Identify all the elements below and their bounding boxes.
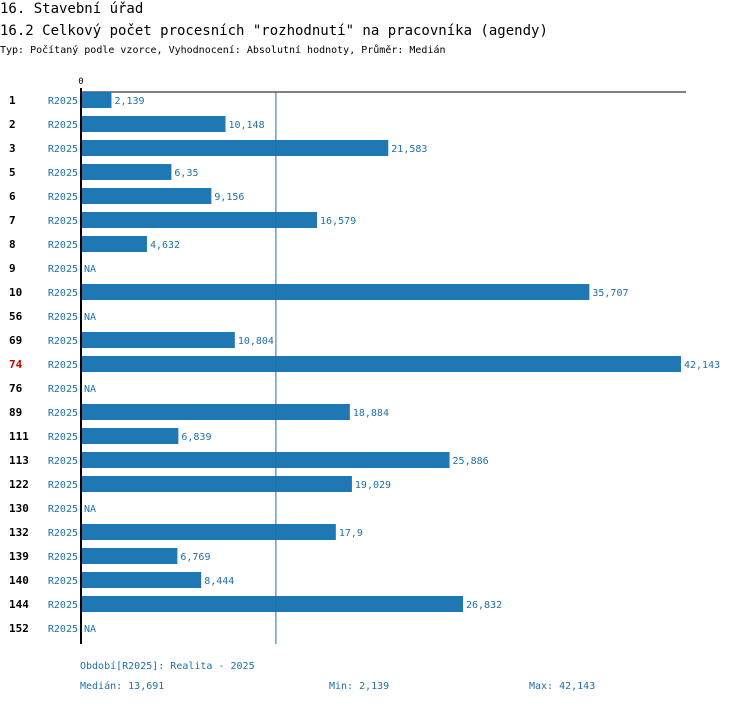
category-label: 9 bbox=[9, 262, 16, 275]
bar bbox=[81, 116, 226, 132]
data-label: 6,839 bbox=[181, 432, 211, 443]
bar bbox=[81, 452, 450, 468]
category-label: 89 bbox=[9, 406, 22, 419]
category-label: 3 bbox=[9, 142, 16, 155]
data-label: NA bbox=[84, 312, 96, 323]
category-label: 56 bbox=[9, 310, 23, 323]
data-label: 9,156 bbox=[214, 192, 244, 203]
data-label: 18,884 bbox=[353, 408, 389, 419]
bar bbox=[81, 356, 681, 372]
series-label: R2025 bbox=[48, 120, 78, 131]
series-label: R2025 bbox=[48, 576, 78, 587]
series-label: R2025 bbox=[48, 360, 78, 371]
data-label: NA bbox=[84, 624, 96, 635]
footer-max: Max: 42,143 bbox=[529, 681, 596, 692]
category-label: 1 bbox=[9, 94, 16, 107]
data-label: 42,143 bbox=[684, 360, 720, 371]
footer-min: Min: 2,139 bbox=[329, 681, 390, 692]
category-label: 139 bbox=[9, 550, 29, 563]
series-label: R2025 bbox=[48, 504, 78, 515]
category-label: 8 bbox=[9, 238, 16, 251]
data-label: 26,832 bbox=[466, 600, 502, 611]
series-label: R2025 bbox=[48, 600, 78, 611]
bar bbox=[81, 284, 590, 300]
series-label: R2025 bbox=[48, 456, 78, 467]
series-label: R2025 bbox=[48, 192, 78, 203]
bar bbox=[81, 524, 336, 540]
series-label: R2025 bbox=[48, 552, 78, 563]
series-label: R2025 bbox=[48, 384, 78, 395]
bar bbox=[81, 332, 235, 348]
series-label: R2025 bbox=[48, 144, 78, 155]
category-label: 2 bbox=[9, 118, 16, 131]
data-label: 19,029 bbox=[355, 480, 391, 491]
bar bbox=[81, 140, 389, 156]
data-label: 6,769 bbox=[180, 552, 210, 563]
data-label: 10,148 bbox=[228, 120, 264, 131]
series-label: R2025 bbox=[48, 408, 78, 419]
bar bbox=[81, 476, 352, 492]
data-label: 25,886 bbox=[453, 456, 489, 467]
category-label: 10 bbox=[9, 286, 22, 299]
series-label: R2025 bbox=[48, 336, 78, 347]
series-label: R2025 bbox=[48, 216, 78, 227]
series-label: R2025 bbox=[48, 240, 78, 251]
bar bbox=[81, 164, 172, 180]
chart-description: Typ: Počítaný podle vzorce, Vyhodnocení:… bbox=[0, 45, 446, 56]
category-label: 69 bbox=[9, 334, 22, 347]
series-label: R2025 bbox=[48, 264, 78, 275]
bar bbox=[81, 236, 147, 252]
series-label: R2025 bbox=[48, 288, 78, 299]
data-label: 8,444 bbox=[204, 576, 234, 587]
bar bbox=[81, 572, 202, 588]
category-label: 76 bbox=[9, 382, 23, 395]
series-label: R2025 bbox=[48, 96, 78, 107]
data-label: 35,707 bbox=[592, 288, 628, 299]
series-label: R2025 bbox=[48, 168, 78, 179]
category-label: 130 bbox=[9, 502, 29, 515]
category-label: 7 bbox=[9, 214, 16, 227]
category-label: 152 bbox=[9, 622, 29, 635]
x-tick-label-zero: 0 bbox=[78, 77, 83, 87]
bar bbox=[81, 428, 179, 444]
series-label: R2025 bbox=[48, 480, 78, 491]
data-label: 21,583 bbox=[391, 144, 427, 155]
bar bbox=[81, 404, 350, 420]
data-label: NA bbox=[84, 504, 96, 515]
data-label: 10,804 bbox=[238, 336, 274, 347]
series-label: R2025 bbox=[48, 624, 78, 635]
category-label: 111 bbox=[9, 430, 29, 443]
data-label: NA bbox=[84, 264, 96, 275]
category-label: 132 bbox=[9, 526, 29, 539]
category-label: 6 bbox=[9, 190, 16, 203]
data-label: NA bbox=[84, 384, 96, 395]
category-label: 122 bbox=[9, 478, 29, 491]
footer-period: Období[R2025]: Realita - 2025 bbox=[80, 661, 255, 672]
page-title: 16. Stavební úřad bbox=[0, 1, 144, 17]
series-label: R2025 bbox=[48, 312, 78, 323]
bar bbox=[81, 212, 318, 228]
data-label: 6,35 bbox=[174, 168, 198, 179]
category-label: 74 bbox=[9, 358, 23, 371]
series-label: R2025 bbox=[48, 432, 78, 443]
data-label: 17,9 bbox=[339, 528, 363, 539]
bar bbox=[81, 188, 212, 204]
category-label: 144 bbox=[9, 598, 29, 611]
bar bbox=[81, 548, 178, 564]
data-label: 4,632 bbox=[150, 240, 180, 251]
data-label: 2,139 bbox=[114, 96, 144, 107]
bar bbox=[81, 92, 112, 108]
category-label: 5 bbox=[9, 166, 16, 179]
bar bbox=[81, 596, 464, 612]
footer-median: Medián: 13,691 bbox=[80, 681, 165, 692]
category-label: 113 bbox=[9, 454, 29, 467]
chart-title: 16.2 Celkový počet procesních "rozhodnut… bbox=[0, 23, 548, 39]
category-label: 140 bbox=[9, 574, 29, 587]
series-label: R2025 bbox=[48, 528, 78, 539]
data-label: 16,579 bbox=[320, 216, 356, 227]
